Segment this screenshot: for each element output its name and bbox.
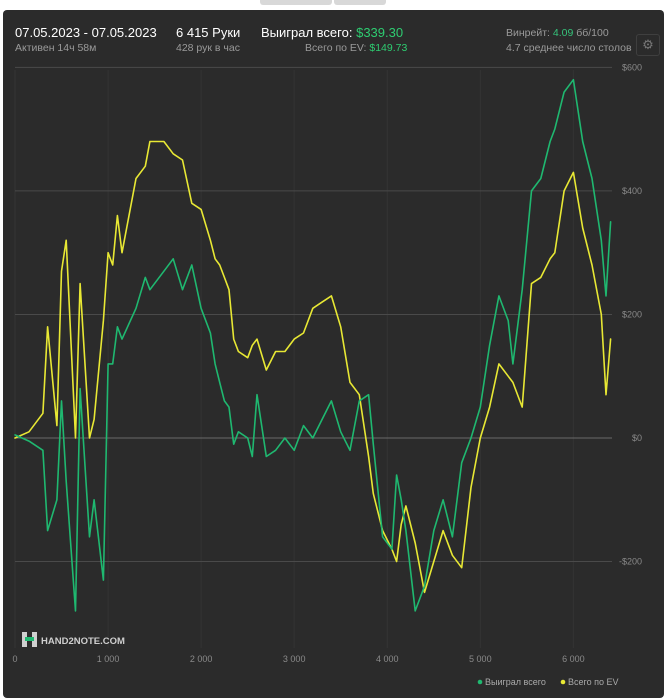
- active-time: Активен 14ч 58м: [15, 42, 97, 54]
- top-tab-left[interactable]: [260, 0, 332, 5]
- winrate: Винрейт: 4.09 бб/100: [506, 27, 609, 39]
- winrate-unit: бб/100: [576, 27, 609, 39]
- graph-panel: 07.05.2023 - 07.05.2023 Активен 14ч 58м …: [3, 10, 664, 698]
- winrate-value: 4.09: [552, 27, 574, 39]
- won-total: Выиграл всего: $339.30: [261, 25, 403, 40]
- ev-total: Всего по EV: $149.73: [305, 42, 407, 54]
- hands-per-hour: 428 рук в час: [176, 42, 240, 54]
- ev-total-label: Всего по EV:: [305, 42, 367, 54]
- top-tab-right[interactable]: [334, 0, 386, 5]
- date-range: 07.05.2023 - 07.05.2023: [15, 25, 157, 40]
- settings-button[interactable]: ⚙: [636, 34, 660, 56]
- ev-total-value: $149.73: [369, 42, 408, 54]
- gear-icon: ⚙: [642, 37, 654, 52]
- winrate-label: Винрейт:: [506, 27, 550, 39]
- avg-tables: 4.7 среднее число столов: [506, 42, 632, 54]
- hands-count: 6 415 Руки: [176, 25, 241, 40]
- won-total-value: $339.30: [356, 25, 404, 40]
- won-total-label: Выиграл всего:: [261, 25, 353, 40]
